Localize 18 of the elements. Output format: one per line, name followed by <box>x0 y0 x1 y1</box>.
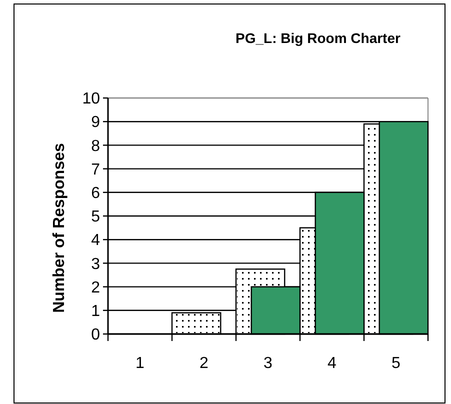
y-tick-label: 10 <box>82 90 100 108</box>
y-tick-label: 9 <box>91 114 100 132</box>
y-tick-label: 3 <box>91 256 100 273</box>
y-tick-label: 4 <box>91 232 100 250</box>
x-tick-label: 3 <box>264 355 273 372</box>
y-axis-title: Number of Responses <box>51 142 68 313</box>
y-tick-label: 5 <box>91 208 100 226</box>
y-tick-label: 1 <box>91 303 100 320</box>
x-tick-label: 5 <box>392 355 401 372</box>
x-tick-label: 4 <box>328 355 337 372</box>
x-tick-label: 1 <box>136 355 145 372</box>
y-tick-label: 7 <box>91 161 100 178</box>
chart-title: PG_L: Big Room Charter <box>236 30 401 46</box>
y-tick-label: 8 <box>91 138 100 155</box>
y-tick-label: 6 <box>91 185 100 202</box>
x-tick-label: 2 <box>200 355 209 372</box>
y-tick-label: 0 <box>91 326 100 344</box>
y-tick-label: 2 <box>91 279 100 296</box>
